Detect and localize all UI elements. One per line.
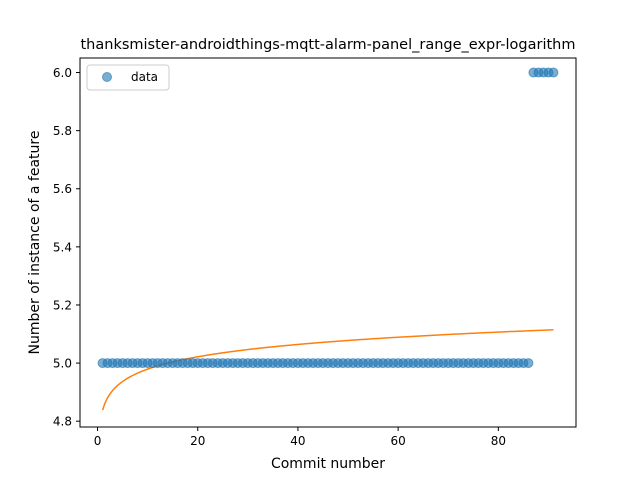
plot-area xyxy=(97,67,559,411)
y-axis-label: Number of instance of a feature xyxy=(27,131,43,355)
y-tick-label: 5.6 xyxy=(53,182,72,196)
x-tick-label: 0 xyxy=(94,434,102,448)
x-axis-label: Commit number xyxy=(271,456,385,472)
data-point xyxy=(548,67,559,78)
y-tick-label: 5.4 xyxy=(53,240,72,254)
y-tick-label: 4.8 xyxy=(53,415,72,429)
y-tick-label: 5.8 xyxy=(53,124,72,138)
fit-curve xyxy=(101,329,554,411)
axis-ticks: 0 20 40 60 80 4.8 5.0 5.2 5.4 5.6 5.8 6.0 xyxy=(53,66,506,448)
legend-marker-data xyxy=(102,72,112,82)
x-tick-label: 40 xyxy=(290,434,305,448)
y-tick-label: 6.0 xyxy=(53,66,72,80)
legend-box xyxy=(86,64,170,91)
data-point xyxy=(523,358,534,369)
y-tick-label: 5.2 xyxy=(53,298,72,312)
chart-title: thanksmister-androidthings-mqtt-alarm-pa… xyxy=(81,37,576,53)
legend: data xyxy=(86,64,170,91)
x-tick-label: 60 xyxy=(391,434,406,448)
legend-label-data: data xyxy=(131,70,158,84)
y-tick-label: 5.0 xyxy=(53,357,72,371)
x-tick-label: 20 xyxy=(190,434,205,448)
x-tick-label: 80 xyxy=(491,434,506,448)
plot-frame xyxy=(79,57,577,428)
